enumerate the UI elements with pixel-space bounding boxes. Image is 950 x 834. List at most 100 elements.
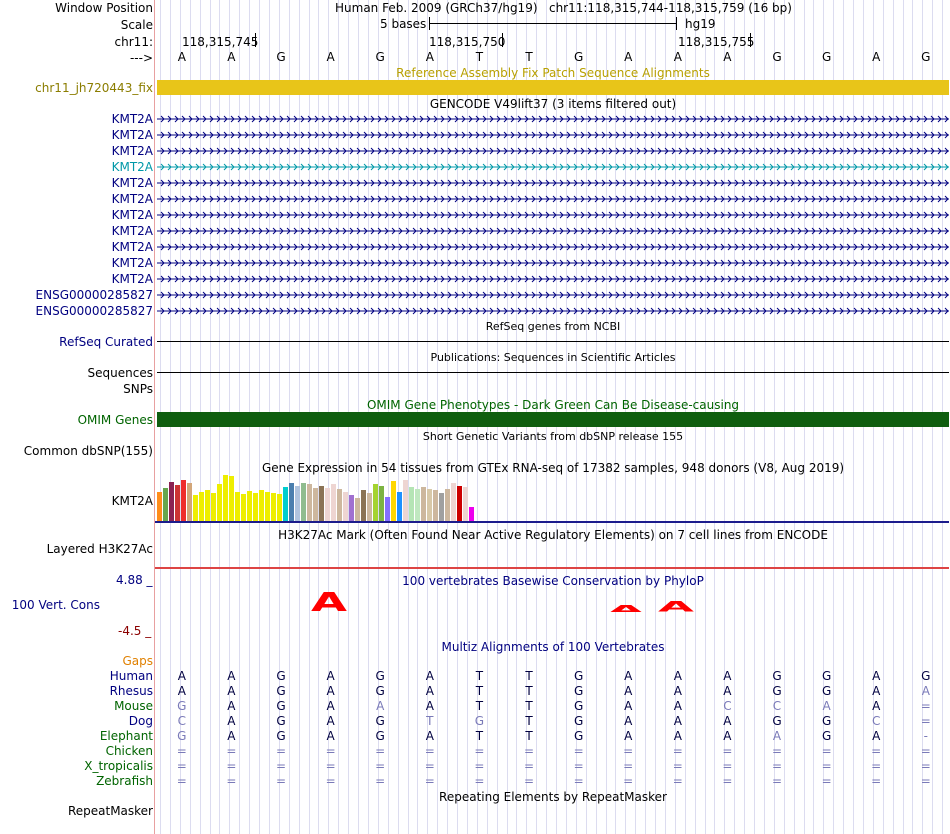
gtex-tissue-bar[interactable] [427, 489, 432, 521]
gtex-tissue-bar[interactable] [295, 486, 300, 521]
multiz-species-label[interactable]: Zebrafish [96, 774, 153, 788]
gtex-tissue-bar[interactable] [313, 488, 318, 521]
gtex-tissue-bar[interactable] [337, 489, 342, 521]
gtex-tissue-bar[interactable] [181, 480, 186, 521]
multiz-species-label[interactable]: Elephant [99, 729, 153, 743]
gencode-item-line[interactable] [157, 207, 949, 223]
gtex-tissue-bar[interactable] [439, 493, 444, 521]
gtex-tissue-bar[interactable] [451, 483, 456, 521]
fix-patch-label[interactable]: chr11_jh720443_fix [35, 81, 153, 95]
gencode-item-line[interactable] [157, 143, 949, 159]
gtex-tissue-bar[interactable] [367, 493, 372, 521]
phylop-logos[interactable]: A G A G A T G A A A G [155, 588, 949, 624]
gtex-tissue-bar[interactable] [409, 487, 414, 521]
omim-label[interactable]: OMIM Genes [77, 413, 153, 427]
gtex-tissue-bar[interactable] [469, 507, 474, 521]
gtex-tissue-bar[interactable] [265, 492, 270, 521]
gencode-item-line[interactable] [157, 303, 949, 319]
gtex-tissue-bar[interactable] [391, 481, 396, 521]
gencode-item-label[interactable]: KMT2A [111, 128, 153, 142]
multiz-species-label[interactable]: X_tropicalis [84, 759, 153, 773]
gencode-item-label[interactable]: KMT2A [111, 256, 153, 270]
gtex-tissue-bar[interactable] [283, 487, 288, 521]
refseq-line[interactable] [157, 341, 949, 342]
phylop-base-logo[interactable]: G [360, 608, 396, 612]
gtex-tissue-bar[interactable] [403, 480, 408, 521]
phylop-base-logo[interactable]: G [261, 608, 297, 612]
gtex-tissue-bar[interactable] [433, 490, 438, 521]
gtex-tissue-bar[interactable] [235, 492, 240, 521]
gencode-item-line[interactable] [157, 111, 949, 127]
gtex-bars[interactable] [157, 474, 537, 521]
gtex-tissue-bar[interactable] [457, 486, 462, 521]
gencode-item-line[interactable] [157, 175, 949, 191]
h3k27ac-label[interactable]: Layered H3K27Ac [46, 542, 153, 556]
gencode-item-label[interactable]: KMT2A [111, 176, 153, 190]
gtex-tissue-bar[interactable] [319, 486, 324, 521]
h3k27ac-line[interactable] [155, 567, 949, 569]
gtex-tissue-bar[interactable] [307, 484, 312, 521]
phylop-base-logo[interactable]: A [707, 609, 743, 612]
publications-line[interactable] [157, 372, 949, 373]
gencode-item-line[interactable] [157, 127, 949, 143]
gtex-tissue-bar[interactable] [373, 484, 378, 521]
gencode-item-line[interactable] [157, 239, 949, 255]
gtex-tissue-bar[interactable] [211, 493, 216, 521]
gencode-item-label[interactable]: KMT2A [111, 112, 153, 126]
gtex-tissue-bar[interactable] [223, 475, 228, 521]
gencode-item-line[interactable] [157, 159, 949, 175]
gencode-item-label[interactable]: KMT2A [111, 192, 153, 206]
repeatmasker-label[interactable]: RepeatMasker [67, 804, 153, 818]
snps-label[interactable]: SNPs [123, 382, 153, 396]
gencode-item-line[interactable] [157, 287, 949, 303]
gtex-tissue-bar[interactable] [271, 493, 276, 521]
gtex-tissue-bar[interactable] [343, 492, 348, 521]
phylop-base-logo[interactable]: G [559, 608, 595, 612]
phylop-base-logo[interactable]: T [509, 609, 545, 612]
phylop-base-logo[interactable]: A [211, 607, 247, 613]
publications-label[interactable]: Sequences [87, 366, 153, 380]
gencode-item-label[interactable]: KMT2A [111, 208, 153, 222]
gtex-tissue-bar[interactable] [217, 484, 222, 521]
multiz-species-label[interactable]: Rhesus [109, 684, 153, 698]
gtex-tissue-bar[interactable] [229, 476, 234, 521]
gtex-tissue-bar[interactable] [205, 490, 210, 521]
gencode-item-label[interactable]: KMT2A [111, 160, 153, 174]
gtex-tissue-bar[interactable] [331, 484, 336, 521]
gencode-item-label[interactable]: ENSG00000285827 [35, 304, 153, 318]
gtex-tissue-bar[interactable] [385, 497, 390, 521]
gencode-item-line[interactable] [157, 255, 949, 271]
gtex-tissue-bar[interactable] [421, 487, 426, 521]
gtex-tissue-bar[interactable] [445, 489, 450, 521]
gtex-tissue-bar[interactable] [397, 492, 402, 521]
phylop-base-logo[interactable]: G [906, 612, 942, 616]
gencode-item-line[interactable] [157, 271, 949, 287]
gtex-tissue-bar[interactable] [463, 487, 468, 521]
gtex-tissue-bar[interactable] [277, 494, 282, 521]
gtex-tissue-bar[interactable] [247, 491, 252, 521]
gencode-item-label[interactable]: KMT2A [111, 240, 153, 254]
multiz-species-label[interactable]: Chicken [105, 744, 153, 758]
phylop-base-logo[interactable]: A [410, 609, 446, 612]
phylop-base-logo[interactable]: A [658, 601, 694, 612]
gtex-tissue-bar[interactable] [355, 498, 360, 521]
gtex-tissue-bar[interactable] [163, 488, 168, 521]
gtex-tissue-bar[interactable] [175, 485, 180, 521]
gtex-tissue-bar[interactable] [241, 494, 246, 521]
phylop-label[interactable]: 100 Vert. Cons [11, 598, 100, 612]
multiz-species-label[interactable]: Mouse [114, 699, 153, 713]
omim-bar[interactable] [157, 412, 949, 427]
gtex-tissue-bar[interactable] [289, 483, 294, 521]
gencode-item-label[interactable]: KMT2A [111, 224, 153, 238]
gencode-item-label[interactable]: KMT2A [111, 272, 153, 286]
refseq-label[interactable]: RefSeq Curated [59, 335, 153, 349]
phylop-base-logo[interactable]: A [311, 592, 347, 612]
multiz-species-label[interactable]: Dog [128, 714, 153, 728]
gencode-item-line[interactable] [157, 223, 949, 239]
gtex-tissue-bar[interactable] [415, 489, 420, 521]
dbsnp-label[interactable]: Common dbSNP(155) [23, 444, 153, 458]
gencode-item-label[interactable]: KMT2A [111, 144, 153, 158]
multiz-species-label[interactable]: Human [109, 669, 153, 683]
phylop-base-logo[interactable]: A [608, 603, 644, 612]
gtex-tissue-bar[interactable] [169, 482, 174, 521]
